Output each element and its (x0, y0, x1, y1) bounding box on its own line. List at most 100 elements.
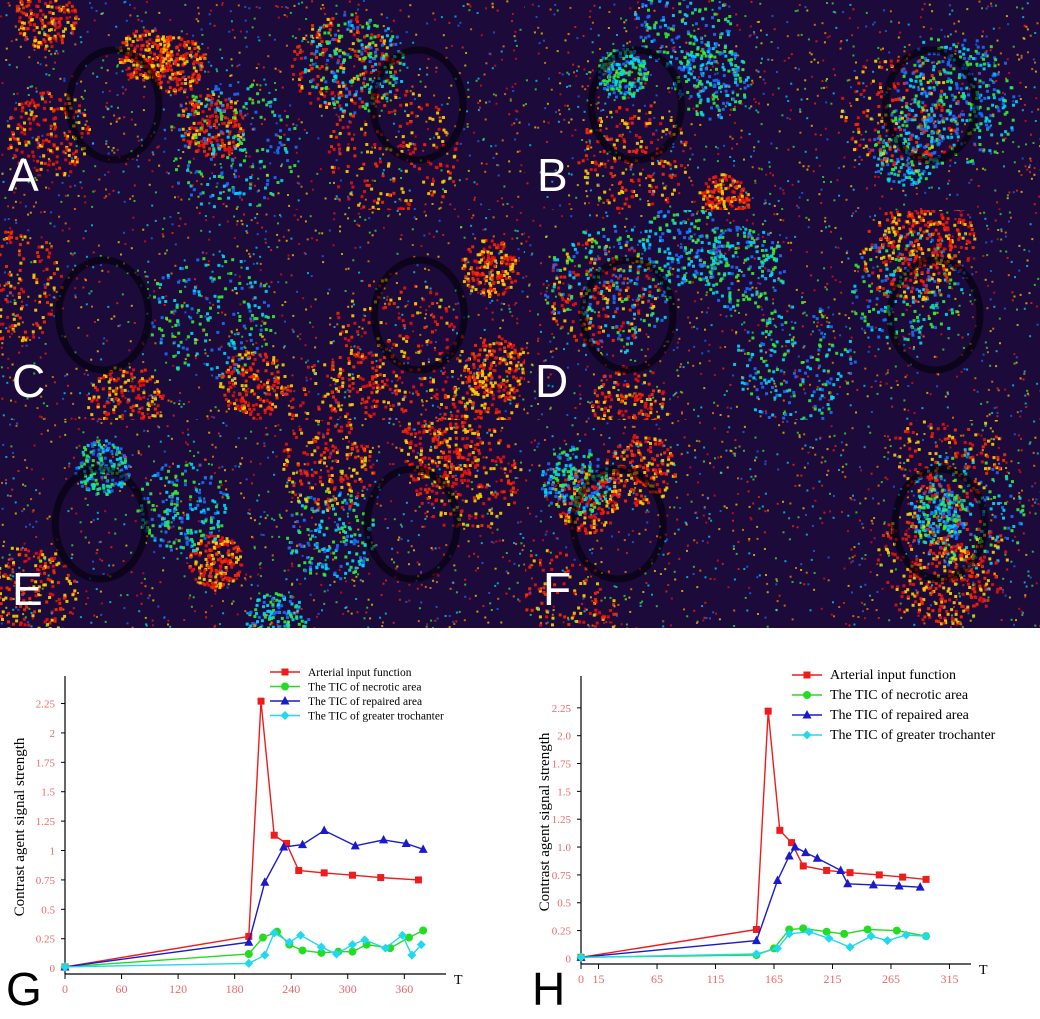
x-tick-label: 180 (226, 982, 244, 996)
data-point (416, 940, 426, 950)
data-point (846, 869, 854, 877)
data-point (790, 842, 800, 851)
x-axis-label: T (454, 973, 463, 988)
data-point (280, 711, 290, 720)
series-arterial (577, 707, 930, 961)
legend: Arterial input function The TIC of necrot… (792, 668, 996, 743)
series-line (64, 931, 422, 968)
x-tick-label: 300 (339, 982, 357, 996)
data-point (822, 927, 831, 936)
data-point (269, 928, 279, 938)
data-point (257, 697, 265, 705)
data-point (397, 930, 407, 940)
data-point (244, 958, 254, 968)
heatmap-image-e (0, 420, 525, 628)
data-point (279, 841, 289, 851)
y-tick-label: 1.0 (557, 842, 571, 854)
panel-label-a: A (8, 149, 39, 201)
x-tick-label: 215 (823, 972, 841, 986)
data-point (401, 838, 411, 847)
data-point (576, 952, 586, 962)
heatmap-panel-e: E (0, 420, 525, 628)
data-point (284, 937, 294, 947)
x-tick-label: 360 (395, 982, 413, 996)
data-point (380, 943, 390, 953)
data-point (764, 707, 772, 715)
data-point (823, 866, 831, 874)
series-arterial (61, 697, 422, 971)
y-tick-label: 0 (50, 963, 56, 975)
heatmap-panel-c: C (0, 210, 525, 420)
series-necrotic (61, 926, 428, 971)
legend: Arterial input function The TIC of necrot… (270, 667, 444, 723)
y-tick-label: 0 (566, 953, 572, 965)
x-tick-label: 15 (593, 972, 605, 986)
data-point (868, 879, 878, 889)
series-trochanter (60, 928, 426, 972)
legend-label: Arterial input function (830, 668, 956, 683)
data-point (915, 882, 925, 891)
data-point (921, 931, 931, 941)
heatmap-panel-b: B (525, 0, 1040, 210)
panel-label-f: F (543, 563, 572, 615)
data-point (331, 949, 341, 959)
series-line (64, 701, 419, 968)
y-tick-label: 1.75 (36, 757, 56, 769)
y-tick-label: 2.25 (36, 699, 56, 711)
data-point (295, 867, 303, 875)
legend-label: Arterial input function (308, 667, 412, 679)
x-tick-label: 315 (940, 972, 958, 986)
y-tick-label: 1.25 (36, 816, 56, 828)
data-point (922, 875, 930, 883)
x-tick-label: 240 (282, 982, 300, 996)
heatmap-image-a (0, 0, 525, 210)
legend-entry: The TIC of repaired area (270, 696, 422, 708)
data-point (882, 936, 892, 946)
heatmap-image-b (525, 0, 1040, 210)
series-line (64, 929, 424, 968)
y-tick-label: 1.25 (552, 814, 572, 826)
y-tick-label: 0.75 (36, 875, 56, 887)
data-point (270, 831, 278, 839)
x-tick-label: 115 (707, 972, 725, 986)
heatmap-panel-f: F (525, 420, 1040, 628)
y-tick-label: 0.25 (36, 934, 56, 946)
data-point (752, 925, 760, 933)
x-tick-label: 165 (765, 972, 783, 986)
data-point (282, 839, 290, 847)
data-point (803, 691, 811, 699)
legend-entry: The TIC of necrotic area (792, 688, 969, 703)
y-tick-label: 0.5 (41, 904, 55, 916)
legend-label: The TIC of repaired area (830, 708, 970, 723)
y-tick-label: 2.0 (557, 731, 571, 743)
heatmap-image-d (525, 210, 1040, 420)
legend-label: The TIC of greater trochanter (830, 728, 996, 743)
data-point (379, 834, 389, 844)
legend-entry: Arterial input function (792, 668, 956, 683)
data-point (280, 696, 290, 705)
data-point (845, 942, 855, 952)
data-point (812, 853, 822, 862)
series-line (64, 829, 424, 968)
series-repaired (60, 825, 428, 971)
y-axis-label: Contrast agent signal strength (537, 732, 553, 911)
data-point (360, 935, 370, 945)
y-tick-label: 2.25 (552, 703, 572, 715)
legend-label: The TIC of repaired area (308, 696, 422, 708)
heatmap-image-f (525, 420, 1040, 628)
data-point (316, 942, 326, 952)
x-tick-label: 60 (116, 982, 128, 996)
x-tick-label: 265 (882, 972, 900, 986)
data-point (803, 671, 811, 679)
legend-entry: The TIC of greater trochanter (792, 728, 996, 743)
data-point (788, 839, 796, 847)
data-point (348, 947, 357, 956)
legend-label: The TIC of necrotic area (830, 688, 969, 703)
y-tick-label: 1.75 (552, 759, 572, 771)
data-point (407, 950, 417, 960)
panel-label-c: C (12, 355, 46, 407)
x-tick-label: 0 (578, 972, 584, 986)
data-point (317, 948, 326, 957)
chart-label-g: G (6, 963, 42, 1015)
